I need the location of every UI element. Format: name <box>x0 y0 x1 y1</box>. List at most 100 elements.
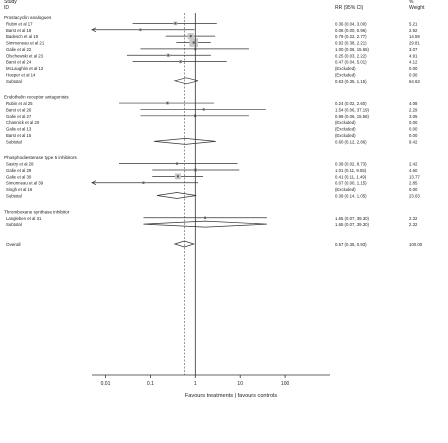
study-name: Galie et al 29 <box>6 168 32 173</box>
subtotal-rr-ci: 1.65 (0.07, 39.30) <box>335 222 369 227</box>
group-title: Phosphodiesterase type 5 inhibitors <box>4 155 77 160</box>
subtotal-label: Subtotal <box>6 222 22 227</box>
header-rr-label: RR (95% CI) <box>335 5 364 11</box>
study-name: Sastry et al 28 <box>6 162 34 167</box>
study-weight: 4.08 <box>409 101 418 106</box>
study-rr-ci: (Excluded) <box>335 127 356 132</box>
study-name: Badesch et al 19 <box>6 34 39 39</box>
subtotal-weight: 23.63 <box>409 194 420 199</box>
study-name: McLaughlin et al 12 <box>6 66 44 71</box>
study-point <box>189 35 192 38</box>
study-weight: 3.05 <box>409 114 418 119</box>
study-name: Singh et al 16 <box>6 187 33 192</box>
x-axis-tick-label: 10 <box>237 381 243 387</box>
study-weight: 2.92 <box>409 28 418 33</box>
study-ci-line-arrow <box>91 180 97 186</box>
overall-label: Overall <box>6 242 21 247</box>
study-point <box>175 162 178 165</box>
study-name: Channick et al 20 <box>6 120 40 125</box>
study-point <box>202 108 205 111</box>
study-rr-ci: 0.25 (0.03, 2.22) <box>335 53 367 58</box>
header-study-label: Study <box>4 0 17 5</box>
study-weight: 14.59 <box>409 34 420 39</box>
subtotal-label: Subtotal <box>6 194 22 199</box>
x-axis: 0.01 0.1 1 10 100 Favours treatments | favour… <box>92 374 330 399</box>
x-axis-tick-label: 1 <box>194 381 197 387</box>
study-rr-ci: 0.36 (0.04, 3.00) <box>335 21 367 26</box>
subtotal-label: Subtotal <box>6 79 22 84</box>
study-rr-ci: 0.79 (0.22, 2.77) <box>335 34 367 39</box>
study-weight: 29.81 <box>409 41 420 46</box>
study-weight: 0.00 <box>409 127 418 132</box>
study-weight: 2.32 <box>409 216 418 221</box>
study-name: Galie et al 30 <box>6 174 32 179</box>
group-title: Thromboxane synthase inhibitor <box>4 209 70 214</box>
study-name: Galie et al 22 <box>6 47 32 52</box>
study-weight: 4.12 <box>409 60 418 65</box>
study-point <box>204 216 207 219</box>
study-point <box>166 102 169 105</box>
study-rr-ci: (Excluded) <box>335 120 356 125</box>
header-study-label: ID <box>4 5 9 11</box>
study-weight: 3.07 <box>409 47 418 52</box>
study-rr-ci: (Excluded) <box>335 187 356 192</box>
subtotal-rr-ci: 0.63 (0.35, 1.15) <box>335 79 367 84</box>
study-rr-ci: 1.01 (0.11, 9.55) <box>335 168 367 173</box>
study-ci-line-arrow <box>91 27 97 33</box>
study-name: Barst et al 18 <box>6 28 32 33</box>
study-weight: 0.00 <box>409 133 418 138</box>
subtotal-diamond <box>173 77 199 85</box>
subtotal-rr-ci: 0.39 (0.14, 1.05) <box>335 194 367 199</box>
study-name: Galie et al 13 <box>6 127 32 132</box>
study-rr-ci: (Excluded) <box>335 66 356 71</box>
study-rr-ci: 0.39 (0.02, 8.73) <box>335 162 367 167</box>
study-rr-ci: 0.06 (0.00, 0.96) <box>335 28 367 33</box>
study-rr-ci: 0.24 (0.02, 2.60) <box>335 101 367 106</box>
subtotal-label: Subtotal <box>6 139 22 144</box>
header-weight-label: Weight <box>409 5 425 11</box>
study-rr-ci: 0.99 (0.06, 15.58) <box>335 114 369 119</box>
study-point <box>142 181 145 184</box>
study-weight: 0.00 <box>409 187 418 192</box>
header-weight-label: % <box>409 0 414 5</box>
study-weight: 4.60 <box>409 168 418 173</box>
study-weight: 2.29 <box>409 107 418 112</box>
study-rr-ci: 0.47 (0.04, 5.01) <box>335 60 367 65</box>
study-name: Simonneau et al 39 <box>6 181 44 186</box>
study-rr-ci: 0.92 (0.38, 2.21) <box>335 41 367 46</box>
overall-weight: 100.00 <box>409 242 423 247</box>
study-name: Rubin et al 17 <box>6 21 33 26</box>
study-weight: 4.91 <box>409 53 418 58</box>
group-title: Endothelin receptor antagonists <box>4 95 69 100</box>
study-point <box>179 60 182 63</box>
study-name: Langleben et al 31 <box>6 216 42 221</box>
study-name: Barst et al 26 <box>6 107 32 112</box>
study-rr-ci: 0.41 (0.11, 1.49) <box>335 174 367 179</box>
x-axis-tick-label: 100 <box>281 381 290 387</box>
subtotal-diamond <box>153 137 216 145</box>
study-rr-ci: 1.65 (0.07, 39.30) <box>335 216 369 221</box>
group-title: Prostacyclin analogues <box>4 15 52 20</box>
subtotal-rr-ci: 0.60 (0.12, 2.86) <box>335 139 367 144</box>
study-point <box>174 22 177 25</box>
study-rr-ci: 1.54 (0.06, 37.19) <box>335 107 369 112</box>
x-axis-tick-label: 0.1 <box>147 381 154 387</box>
x-axis-label: Favours treatments | favours controls <box>185 393 277 399</box>
study-name: Simmoneau et al 21 <box>6 41 45 46</box>
study-point <box>167 54 170 57</box>
study-point <box>192 41 195 44</box>
study-weight: 0.00 <box>409 120 418 125</box>
subtotal-diamond <box>143 220 267 228</box>
study-rr-ci: 0.07 (0.00, 1.15) <box>335 181 367 186</box>
x-axis-tick-label: 0.01 <box>101 381 111 387</box>
study-rr-ci: 1.00 (0.06, 15.65) <box>335 47 369 52</box>
study-name: Hoeper et al 14 <box>6 72 36 77</box>
study-name: Olschewski et al 23 <box>6 53 44 58</box>
study-name: Barst et al 15 <box>6 133 32 138</box>
subtotal-weight: 9.42 <box>409 139 418 144</box>
study-name: Galie et al 27 <box>6 114 32 119</box>
study-weight: 0.00 <box>409 72 418 77</box>
study-rr-ci: (Excluded) <box>335 133 356 138</box>
subtotal-diamond <box>156 192 197 199</box>
